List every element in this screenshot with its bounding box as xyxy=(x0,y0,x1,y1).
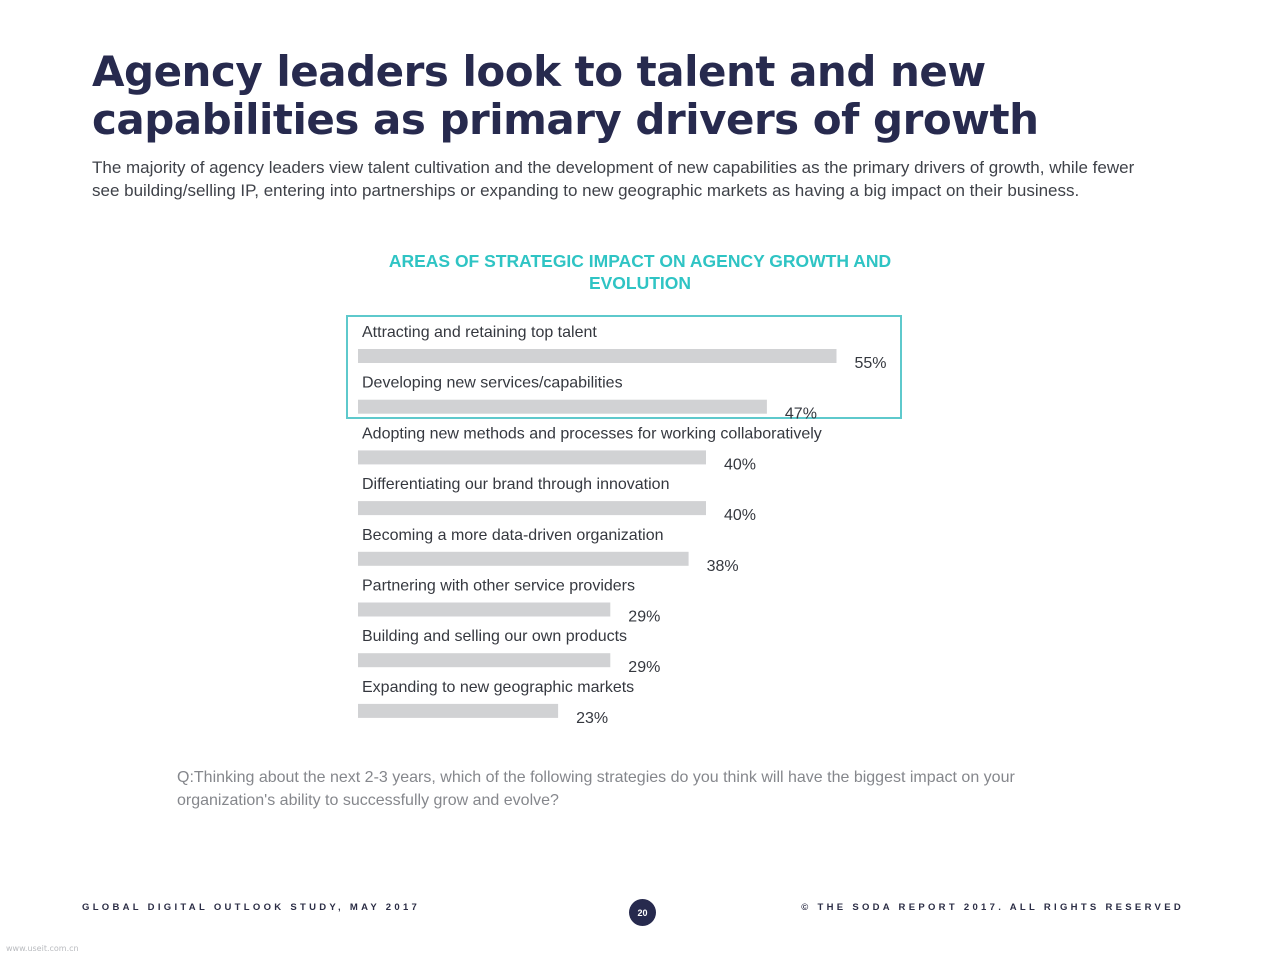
bar xyxy=(358,450,706,465)
page-subtitle: The majority of agency leaders view tale… xyxy=(92,158,1135,200)
survey-question: Q:Thinking about the next 2-3 years, whi… xyxy=(177,769,1015,809)
bar xyxy=(358,703,559,718)
category-label: Partnering with other service providers xyxy=(362,578,635,595)
category-label: Building and selling our own products xyxy=(362,628,627,645)
bar xyxy=(358,501,706,516)
category-label: Adopting new methods and processes for w… xyxy=(362,425,822,442)
value-label: 23% xyxy=(576,710,608,727)
category-label: Attracting and retaining top talent xyxy=(362,324,597,341)
value-label: 40% xyxy=(724,507,756,524)
bar xyxy=(358,399,767,414)
bar xyxy=(358,602,611,617)
category-label: Developing new services/capabilities xyxy=(362,375,623,392)
bar xyxy=(358,653,611,668)
highlight-box xyxy=(346,315,902,419)
footer-study-name: GLOBAL DIGITAL OUTLOOK STUDY, MAY 2017 xyxy=(82,902,421,913)
bar xyxy=(358,349,837,363)
chart-title: AREAS OF STRATEGIC IMPACT ON AGENCY GROW… xyxy=(388,251,892,293)
category-label: Differentiating our brand through innova… xyxy=(362,476,669,493)
footer-copyright: © THE SODA REPORT 2017. ALL RIGHTS RESER… xyxy=(801,902,1184,913)
value-label: 29% xyxy=(628,609,660,626)
page-title: Agency leaders look to talent and new ca… xyxy=(92,47,1039,144)
value-label: 29% xyxy=(628,659,660,676)
value-label: 55% xyxy=(855,355,887,372)
value-label: 47% xyxy=(785,406,817,423)
value-label: 40% xyxy=(724,456,756,473)
bar xyxy=(358,551,689,566)
value-label: 38% xyxy=(707,558,739,575)
watermark: www.useit.com.cn xyxy=(6,944,79,953)
category-label: Expanding to new geographic markets xyxy=(362,679,634,696)
page-number-badge: 20 xyxy=(629,899,656,926)
category-label: Becoming a more data-driven organization xyxy=(362,527,664,544)
